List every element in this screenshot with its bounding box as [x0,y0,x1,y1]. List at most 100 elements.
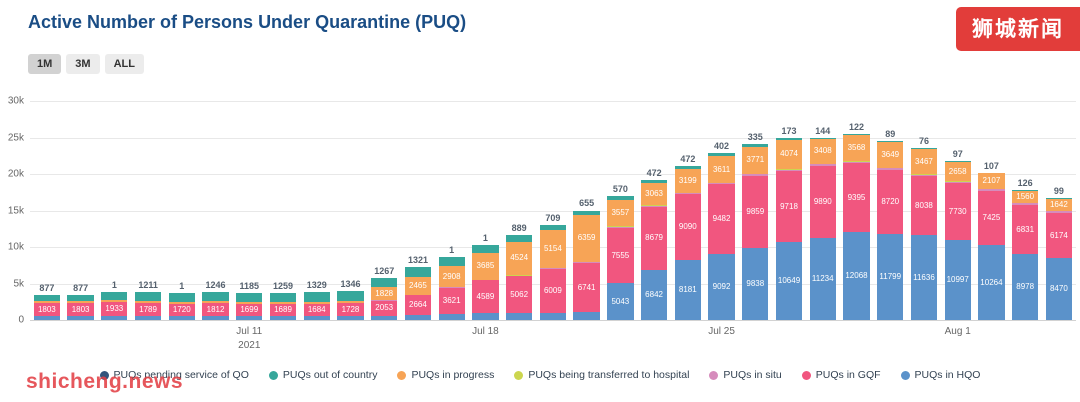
segment-hqo[interactable]: 12068 [843,231,870,320]
segment-country[interactable] [742,144,769,147]
segment-situ[interactable] [742,174,769,177]
segment-gqf[interactable]: 2053 [371,300,398,316]
segment-situ[interactable] [978,189,1005,191]
segment-hosp[interactable] [539,267,567,269]
range-button-all[interactable]: ALL [104,54,144,74]
segment-gqf[interactable]: 6831 [1012,204,1039,255]
segment-country[interactable] [168,292,195,302]
segment-progress[interactable]: 2465 [404,277,432,296]
segment-situ[interactable] [607,226,634,229]
segment-gqf[interactable]: 4589 [472,279,499,314]
segment-progress[interactable]: 3649 [877,141,904,169]
segment-hqo[interactable]: 9838 [742,248,769,320]
stacked-bar[interactable]: 11234 9890 3408 [809,137,836,320]
stacked-bar[interactable]: 12068 9395 3568 [843,134,870,320]
stacked-bar[interactable]: 1720 [168,292,195,320]
segment-progress[interactable]: 3063 [640,182,668,206]
segment-gqf[interactable]: 2664 [404,295,432,315]
segment-gqf[interactable]: 1803 [33,303,61,317]
segment-progress[interactable] [33,301,61,303]
segment-hqo[interactable] [404,314,432,320]
segment-progress[interactable]: 3467 [910,149,938,175]
segment-situ[interactable] [1012,202,1039,205]
legend-item-hqo[interactable]: PUQs in HQO [900,369,980,381]
segment-gqf[interactable]: 1933 [101,302,128,317]
segment-situ[interactable] [809,164,836,166]
segment-gqf[interactable]: 8679 [640,206,668,271]
segment-hqo[interactable] [438,314,465,320]
stacked-bar[interactable]: 1684 [303,292,330,320]
segment-situ[interactable] [910,174,938,177]
segment-hqo[interactable]: 11636 [910,235,938,320]
stacked-bar[interactable]: 3621 2908 [438,256,465,320]
segment-gqf[interactable]: 1803 [67,303,94,317]
segment-progress[interactable]: 3408 [809,138,836,164]
segment-gqf[interactable]: 1684 [303,304,330,317]
segment-progress[interactable]: 3771 [742,146,769,175]
segment-gqf[interactable]: 9859 [742,176,769,249]
segment-country[interactable] [33,294,61,302]
segment-hqo[interactable] [337,316,364,320]
segment-gqf[interactable]: 1689 [269,304,297,317]
segment-country[interactable] [303,292,330,302]
segment-progress[interactable]: 3611 [708,156,735,183]
segment-hqo[interactable]: 9092 [708,253,735,320]
segment-country[interactable] [539,224,567,230]
segment-hqo[interactable]: 8978 [1012,254,1039,320]
legend-item-situ[interactable]: PUQs in situ [709,369,782,381]
segment-situ[interactable] [708,182,735,185]
legend-item-pending[interactable]: PUQs pending service of QO [99,369,249,381]
segment-progress[interactable] [202,300,229,303]
segment-progress[interactable] [303,301,330,304]
segment-hqo[interactable]: 10997 [944,239,971,320]
segment-situ[interactable] [505,275,533,277]
segment-gqf[interactable]: 7425 [978,190,1005,246]
segment-hqo[interactable] [101,316,128,320]
segment-progress[interactable]: 5154 [539,229,567,268]
segment-country[interactable] [438,256,465,267]
segment-hqo[interactable]: 5043 [607,283,634,320]
segment-situ[interactable] [843,161,870,164]
stacked-bar[interactable]: 6009 5154 [539,224,567,320]
stacked-bar[interactable]: 6741 6359 [573,210,600,320]
segment-gqf[interactable]: 9890 [809,165,836,238]
segment-gqf[interactable]: 5062 [505,276,533,314]
stacked-bar[interactable]: 10649 9718 4074 [775,138,803,320]
segment-situ[interactable] [640,205,668,207]
segment-country[interactable] [337,291,364,302]
segment-hqo[interactable] [168,316,195,320]
segment-hqo[interactable]: 8181 [674,260,701,320]
segment-progress[interactable] [236,301,263,304]
segment-gqf[interactable]: 9090 [674,193,701,261]
segment-gqf[interactable]: 8038 [910,176,938,236]
segment-country[interactable] [236,293,263,302]
segment-gqf[interactable]: 8720 [877,170,904,234]
segment-situ[interactable] [877,168,904,171]
segment-progress[interactable] [269,301,297,304]
segment-gqf[interactable]: 9718 [775,171,803,243]
segment-hqo[interactable]: 8470 [1045,258,1073,320]
segment-country[interactable] [472,245,499,253]
segment-gqf[interactable]: 7555 [607,228,634,284]
segment-hqo[interactable]: 11799 [877,233,904,320]
stacked-bar[interactable]: 11636 8038 3467 [910,148,938,320]
stacked-bar[interactable]: 1728 [337,291,364,320]
segment-hqo[interactable]: 10649 [775,242,803,320]
stacked-bar[interactable]: 1803 [67,294,94,320]
segment-country[interactable] [978,172,1005,174]
stacked-bar[interactable]: 9092 9482 3611 [708,153,735,320]
segment-country[interactable] [371,277,398,287]
segment-country[interactable] [640,179,668,183]
stacked-bar[interactable]: 8978 6831 1560 [1012,190,1039,320]
stacked-bar[interactable]: 5043 7555 3557 [607,196,634,320]
segment-hqo[interactable]: 11234 [809,238,836,320]
segment-progress[interactable] [101,300,128,303]
segment-hqo[interactable] [202,316,229,320]
segment-hosp[interactable] [573,261,600,263]
stacked-bar[interactable]: 5062 4524 [505,235,533,320]
stacked-bar[interactable]: 4589 3685 [472,245,499,320]
segment-progress[interactable]: 2658 [944,161,971,182]
segment-gqf[interactable]: 1812 [202,303,229,317]
segment-hqo[interactable] [269,316,297,320]
segment-situ[interactable] [674,192,701,194]
